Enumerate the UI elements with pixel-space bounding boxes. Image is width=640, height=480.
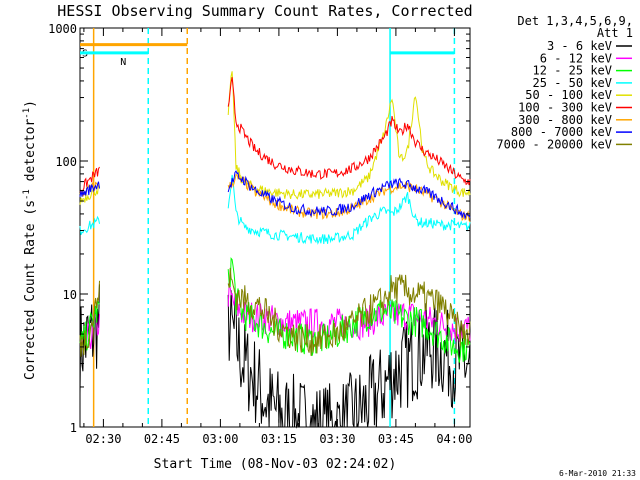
- footer-timestamp: 6-Mar-2010 21:33: [559, 469, 636, 478]
- x-tick-label: 03:15: [261, 432, 297, 446]
- legend-header-detectors: Det 1,3,4,5,6,9,: [517, 14, 633, 28]
- series-line: [79, 257, 471, 363]
- x-axis-label: Start Time (08-Nov-03 02:24:02): [154, 457, 397, 472]
- y-axis-label-exponent-2: -1: [22, 108, 32, 119]
- legend-entry-label: 3 - 6 keV: [547, 39, 612, 53]
- y-tick-label: 1000: [48, 22, 77, 36]
- series-line: [79, 174, 471, 245]
- chart-title: HESSI Observing Summary Count Rates, Cor…: [57, 2, 472, 20]
- x-tick-label: 03:45: [378, 432, 414, 446]
- y-axis-label: Corrected Count Rate (s-1 detector-1): [22, 100, 38, 380]
- series-line: [79, 71, 471, 205]
- legend-entry-label: 6 - 12 keV: [540, 51, 612, 65]
- series-line: [79, 267, 471, 357]
- y-axis-label-exponent-1: -1: [22, 189, 32, 200]
- flag-bars: SN: [80, 43, 455, 68]
- y-axis-label-detector: detector: [23, 119, 38, 190]
- series-lines: [79, 71, 471, 429]
- legend-entry-label: 800 - 7000 keV: [511, 125, 612, 139]
- x-tick-label: 04:00: [436, 432, 472, 446]
- y-tick-label: 1: [70, 421, 77, 435]
- x-tick-label: 03:30: [319, 432, 355, 446]
- plot-area: SN 02:30 02:45 03:00 03:15 03:30 03:45 04:00 1…: [48, 22, 472, 446]
- legend-entry-label: 50 - 100 keV: [525, 88, 612, 102]
- series-line: [79, 170, 471, 219]
- legend-entry-label: 25 - 50 keV: [533, 76, 612, 90]
- x-tick-label: 03:00: [202, 432, 238, 446]
- legend-entry-label: 100 - 300 keV: [518, 101, 612, 115]
- x-tick-label: 02:30: [85, 432, 121, 446]
- y-axis-label-close: ): [23, 100, 38, 108]
- legend-header-attenuator: Att 1: [597, 26, 633, 40]
- y-tick-label: 100: [55, 155, 77, 169]
- legend-entry-label: 12 - 25 keV: [533, 64, 612, 78]
- series-line: [79, 77, 471, 193]
- y-axis-label-main: Corrected Count Rate (s: [23, 200, 38, 380]
- legend-entry-label: 300 - 800 keV: [518, 113, 612, 127]
- y-tick-label: 10: [63, 288, 77, 302]
- x-tick-label: 02:45: [144, 432, 180, 446]
- flag-label: N: [120, 57, 126, 68]
- x-axis: 02:30 02:45 03:00 03:15 03:30 03:45 04:00: [83, 28, 472, 446]
- y-axis: 1 10 100 1000: [48, 22, 470, 435]
- legend-entry-label: 7000 - 20000 keV: [496, 137, 612, 151]
